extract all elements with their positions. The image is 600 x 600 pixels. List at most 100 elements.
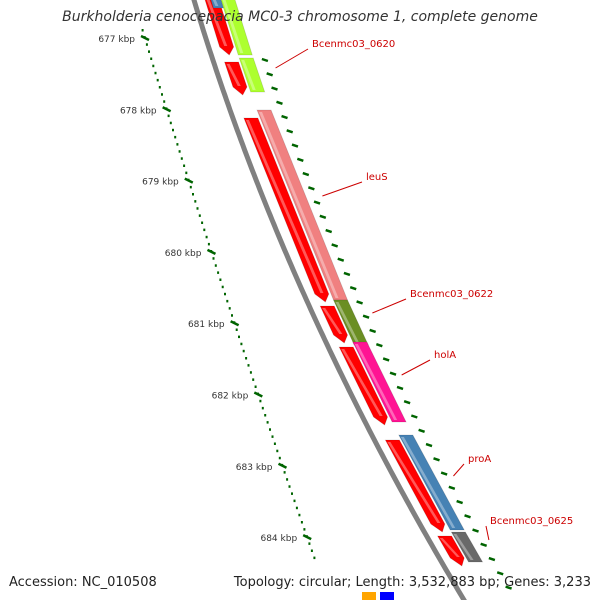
cds-feature xyxy=(243,117,330,303)
axis-minor-tick xyxy=(266,421,269,424)
gene-feature xyxy=(220,0,253,56)
gene-label-leader xyxy=(372,298,407,314)
axis-tick-label: 680 kbp xyxy=(165,249,202,259)
outer-track-tick xyxy=(286,129,294,134)
axis-minor-tick xyxy=(249,371,252,374)
axis-minor-tick xyxy=(201,221,204,224)
axis-tick-label: 682 kbp xyxy=(212,392,249,402)
axis-minor-tick xyxy=(172,128,174,132)
cds-feature xyxy=(224,61,248,96)
outer-track-tick xyxy=(472,528,479,533)
gene-label: leuS xyxy=(366,172,388,183)
outer-track-tick xyxy=(425,442,433,448)
outer-track-tick xyxy=(276,100,283,105)
outer-track-tick xyxy=(456,499,464,505)
cds-feature-highlight xyxy=(341,349,383,416)
gene-feature-partial xyxy=(362,592,376,600)
axis-minor-tick xyxy=(161,93,163,96)
gene-feature-highlight xyxy=(354,344,398,420)
gene-feature-highlight xyxy=(335,302,360,343)
outer-track-tick xyxy=(396,385,404,391)
outer-track-tick xyxy=(302,171,310,177)
gene-feature-highlight xyxy=(241,60,256,90)
axis-minor-tick xyxy=(273,442,276,445)
axis-minor-tick xyxy=(203,228,206,232)
axis-major-tick xyxy=(162,106,172,113)
axis-minor-tick xyxy=(178,150,181,153)
axis-minor-tick xyxy=(295,506,298,510)
cds-feature-highlight xyxy=(245,120,324,293)
outer-track-tick xyxy=(488,556,496,562)
outer-track-tick xyxy=(418,428,426,433)
axis-minor-tick xyxy=(245,357,248,360)
outer-track-tick xyxy=(356,300,363,305)
cds-feature xyxy=(338,346,389,426)
gene-feature xyxy=(210,0,224,9)
gene-feature-highlight xyxy=(222,0,244,53)
axis-minor-tick xyxy=(163,100,166,103)
cds-feature xyxy=(204,0,235,56)
axis-minor-tick xyxy=(313,556,316,560)
axis-minor-tick xyxy=(212,257,215,260)
gene-label-leader xyxy=(485,525,490,541)
outer-track-tick xyxy=(496,571,504,576)
outer-track-tick xyxy=(349,285,357,291)
cds-feature-highlight xyxy=(322,308,343,334)
gene-feature xyxy=(352,341,407,423)
axis-minor-tick xyxy=(259,399,262,403)
axis-major-tick xyxy=(277,462,288,469)
axis-minor-tick xyxy=(310,549,313,552)
outer-track-tick xyxy=(307,186,315,191)
axis-tick-label: 681 kbp xyxy=(188,320,225,330)
axis-minor-tick xyxy=(242,349,245,353)
outer-track-tick xyxy=(448,485,456,490)
genome-summary-text: Topology: circular; Length: 3,532,883 bp… xyxy=(233,575,591,590)
gene-feature-highlight xyxy=(212,0,219,6)
axis-minor-tick xyxy=(205,235,208,239)
axis-minor-tick xyxy=(150,57,153,60)
axis-minor-tick xyxy=(174,135,177,139)
outer-track-tick xyxy=(296,157,304,163)
gene-label: holA xyxy=(434,350,456,361)
axis-major-tick xyxy=(184,177,194,184)
axis-minor-tick xyxy=(148,50,150,53)
axis-minor-tick xyxy=(141,29,144,32)
gene-feature-highlight xyxy=(453,534,474,560)
axis-minor-tick xyxy=(291,492,293,495)
axis-minor-tick xyxy=(214,264,217,267)
outer-track-tick xyxy=(343,271,351,277)
axis-minor-tick xyxy=(180,157,183,160)
cds-feature xyxy=(384,439,446,533)
outer-track-tick xyxy=(337,257,345,262)
axis-minor-tick xyxy=(226,299,229,303)
outer-track-tick xyxy=(319,214,327,220)
axis-minor-tick xyxy=(269,428,271,431)
gene-feature xyxy=(238,57,266,93)
axis-minor-tick xyxy=(198,214,201,217)
outer-track-tick xyxy=(331,243,339,248)
axis-minor-tick xyxy=(254,385,257,388)
gene-label-leader xyxy=(275,48,309,69)
gene-label: Bcenmc03_0622 xyxy=(410,289,493,300)
outer-track-tick xyxy=(271,86,278,91)
axis-major-tick xyxy=(302,533,312,541)
axis-minor-tick xyxy=(183,164,186,167)
outer-track-tick xyxy=(281,114,288,120)
cds-feature-highlight xyxy=(226,64,241,86)
chromosome-backbone xyxy=(191,0,467,600)
outer-track-tick xyxy=(261,57,269,63)
accession-text: Accession: NC_010508 xyxy=(9,575,157,590)
axis-minor-tick xyxy=(238,335,240,339)
outer-track-tick xyxy=(313,200,321,205)
axis-minor-tick xyxy=(240,342,243,346)
axis-minor-tick xyxy=(176,143,179,146)
axis-minor-tick xyxy=(228,307,231,310)
axis-minor-tick xyxy=(154,71,157,75)
axis-minor-tick xyxy=(252,378,255,381)
axis-minor-tick xyxy=(264,414,267,417)
gene-feature-highlight xyxy=(400,437,456,528)
axis-minor-tick xyxy=(194,200,197,203)
outer-track-tick xyxy=(480,542,488,548)
outer-track-tick xyxy=(375,343,383,348)
